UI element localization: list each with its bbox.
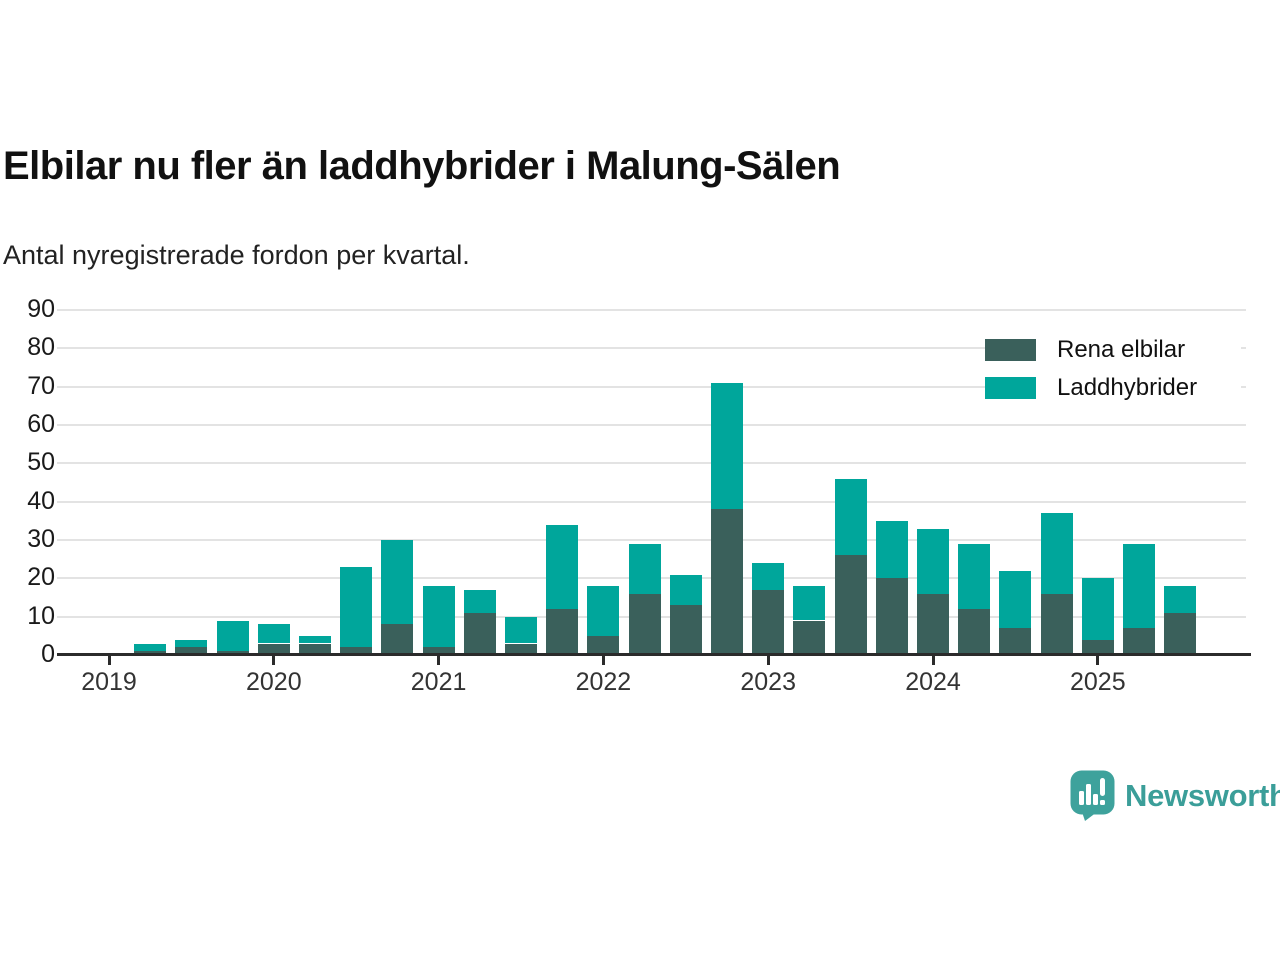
bar-segment-rena-elbilar <box>628 593 661 655</box>
bar-segment-rena-elbilar <box>340 647 373 655</box>
x-axis-tick-2020 <box>272 656 276 665</box>
x-axis-year-label-2025: 2025 <box>1069 668 1126 696</box>
bar-segment-laddhybrider <box>752 563 785 590</box>
x-axis-year-label-2020: 2020 <box>245 668 302 696</box>
bar-segment-laddhybrider <box>381 540 414 625</box>
x-axis-year-label-2021: 2021 <box>410 668 467 696</box>
x-axis-year-label-2023: 2023 <box>740 668 796 696</box>
bar-segment-rena-elbilar <box>463 612 496 655</box>
gridline-80 <box>57 347 1246 350</box>
x-axis-tick-2024 <box>931 656 935 665</box>
bar-segment-laddhybrider <box>587 586 620 636</box>
bar-segment-laddhybrider <box>1040 513 1073 594</box>
legend-swatch-laddhybrider <box>985 377 1036 399</box>
bar-segment-rena-elbilar <box>1040 593 1073 655</box>
bar-segment-rena-elbilar <box>875 578 908 655</box>
gridline-70 <box>57 385 1246 388</box>
chart-legend: Rena elbilar Laddhybrider <box>985 330 1241 406</box>
y-axis-label-70: 70 <box>27 371 55 400</box>
bar-segment-laddhybrider <box>299 635 331 644</box>
y-axis-label-0: 0 <box>41 640 55 668</box>
bar-segment-rena-elbilar <box>546 609 579 655</box>
x-axis-line <box>57 653 1251 656</box>
bar-segment-laddhybrider <box>669 574 702 606</box>
legend-swatch-rena-elbilar <box>985 339 1036 361</box>
bar-segment-laddhybrider <box>834 478 867 556</box>
x-axis-year-label-2024: 2024 <box>905 668 961 696</box>
bar-segment-laddhybrider <box>711 382 743 510</box>
x-axis-tick-2023 <box>766 656 770 665</box>
legend-label: Rena elbilar <box>1057 336 1186 363</box>
y-axis-label-10: 10 <box>27 601 55 630</box>
bar-segment-laddhybrider <box>1081 578 1114 640</box>
gridline-60 <box>57 424 1246 426</box>
bar-segment-rena-elbilar <box>793 620 826 655</box>
bar-segment-rena-elbilar <box>711 509 743 655</box>
bar-segment-rena-elbilar <box>175 647 208 655</box>
x-axis-tick-2019 <box>107 656 111 665</box>
bar-segment-rena-elbilar <box>257 643 290 655</box>
bar-segment-rena-elbilar <box>752 589 785 655</box>
gridline-40 <box>57 500 1246 503</box>
x-axis-tick-2025 <box>1096 656 1100 665</box>
bar-segment-laddhybrider <box>958 543 991 609</box>
y-axis-label-80: 80 <box>27 333 55 362</box>
y-axis-label-90: 90 <box>27 295 55 323</box>
bar-segment-laddhybrider <box>340 566 373 648</box>
brand-name: Newsworthy <box>1125 777 1280 813</box>
bar-segment-rena-elbilar <box>669 605 702 655</box>
y-axis-label-50: 50 <box>27 448 55 477</box>
y-axis-label-40: 40 <box>27 486 55 515</box>
y-axis-label-30: 30 <box>27 525 55 553</box>
bar-segment-laddhybrider <box>875 520 908 579</box>
bar-segment-laddhybrider <box>422 586 455 648</box>
bar-segment-laddhybrider <box>546 524 579 609</box>
chart-subtitle: Antal nyregistrerade fordon per kvartal. <box>3 240 470 270</box>
bar-segment-laddhybrider <box>628 543 661 594</box>
bar-segment-rena-elbilar <box>422 647 455 655</box>
gridline-50 <box>57 462 1246 465</box>
bar-segment-laddhybrider <box>463 589 496 613</box>
bar-segment-rena-elbilar <box>958 609 991 655</box>
bar-segment-rena-elbilar <box>917 593 949 655</box>
bar-segment-laddhybrider <box>1123 543 1155 629</box>
bar-segment-rena-elbilar <box>587 635 620 655</box>
gridline-90 <box>57 309 1246 311</box>
legend-item-laddhybrider: Laddhybrider <box>985 374 1198 401</box>
legend-label: Laddhybrider <box>1057 374 1198 401</box>
newsworthy-logo-icon <box>1070 770 1115 821</box>
bar-segment-rena-elbilar <box>834 555 867 655</box>
bar-segment-laddhybrider <box>216 620 249 652</box>
bar-segment-laddhybrider <box>134 643 167 652</box>
x-axis-tick-2021 <box>437 656 441 665</box>
bar-segment-rena-elbilar <box>1081 639 1114 655</box>
y-axis-label-60: 60 <box>27 410 55 438</box>
bar-segment-rena-elbilar <box>999 628 1032 655</box>
bar-segment-laddhybrider <box>999 570 1032 629</box>
bar-segment-rena-elbilar <box>299 643 331 655</box>
gridline-30 <box>57 539 1246 541</box>
x-axis-year-label-2019: 2019 <box>81 668 137 696</box>
legend-item-rena-elbilar: Rena elbilar <box>985 336 1186 363</box>
bar-segment-rena-elbilar <box>505 643 537 655</box>
x-axis-tick-2022 <box>601 656 605 665</box>
bar-segment-rena-elbilar <box>1123 628 1155 655</box>
bar-segment-laddhybrider <box>793 586 826 621</box>
bar-segment-rena-elbilar <box>1164 612 1197 655</box>
newsworthy-branding: Newsworthy <box>1070 770 1280 821</box>
bar-segment-laddhybrider <box>1164 586 1197 613</box>
bar-segment-laddhybrider <box>257 624 290 644</box>
bar-segment-laddhybrider <box>505 616 537 644</box>
x-axis-year-label-2022: 2022 <box>575 668 632 696</box>
bar-segment-laddhybrider <box>175 639 208 648</box>
bar-segment-laddhybrider <box>917 528 949 594</box>
chart-title: Elbilar nu fler än laddhybrider i Malung… <box>3 144 841 188</box>
y-axis-label-20: 20 <box>27 563 55 592</box>
bar-segment-rena-elbilar <box>381 624 414 655</box>
